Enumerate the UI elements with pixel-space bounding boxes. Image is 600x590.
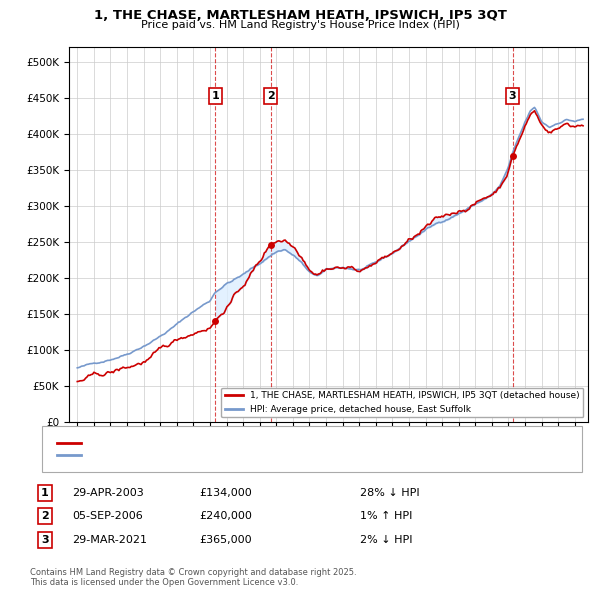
- Text: Contains HM Land Registry data © Crown copyright and database right 2025.
This d: Contains HM Land Registry data © Crown c…: [30, 568, 356, 587]
- Text: 1% ↑ HPI: 1% ↑ HPI: [360, 512, 412, 521]
- Text: Price paid vs. HM Land Registry's House Price Index (HPI): Price paid vs. HM Land Registry's House …: [140, 20, 460, 30]
- Text: 3: 3: [41, 535, 49, 545]
- Text: £240,000: £240,000: [199, 512, 252, 521]
- Legend: 1, THE CHASE, MARTLESHAM HEATH, IPSWICH, IP5 3QT (detached house), HPI: Average : 1, THE CHASE, MARTLESHAM HEATH, IPSWICH,…: [221, 388, 583, 417]
- Text: 2: 2: [267, 91, 275, 101]
- Text: 1, THE CHASE, MARTLESHAM HEATH, IPSWICH, IP5 3QT (detached house): 1, THE CHASE, MARTLESHAM HEATH, IPSWICH,…: [87, 438, 445, 448]
- Text: 1: 1: [41, 488, 49, 497]
- Text: 29-MAR-2021: 29-MAR-2021: [72, 535, 147, 545]
- Text: 1: 1: [212, 91, 219, 101]
- Text: £134,000: £134,000: [199, 488, 252, 497]
- Text: 2: 2: [41, 512, 49, 521]
- Text: 28% ↓ HPI: 28% ↓ HPI: [360, 488, 419, 497]
- Text: 1, THE CHASE, MARTLESHAM HEATH, IPSWICH, IP5 3QT: 1, THE CHASE, MARTLESHAM HEATH, IPSWICH,…: [94, 9, 506, 22]
- Text: 2% ↓ HPI: 2% ↓ HPI: [360, 535, 413, 545]
- Text: HPI: Average price, detached house, East Suffolk: HPI: Average price, detached house, East…: [87, 450, 325, 460]
- Text: £365,000: £365,000: [199, 535, 252, 545]
- Text: 29-APR-2003: 29-APR-2003: [72, 488, 144, 497]
- Text: 05-SEP-2006: 05-SEP-2006: [72, 512, 143, 521]
- Text: 3: 3: [509, 91, 517, 101]
